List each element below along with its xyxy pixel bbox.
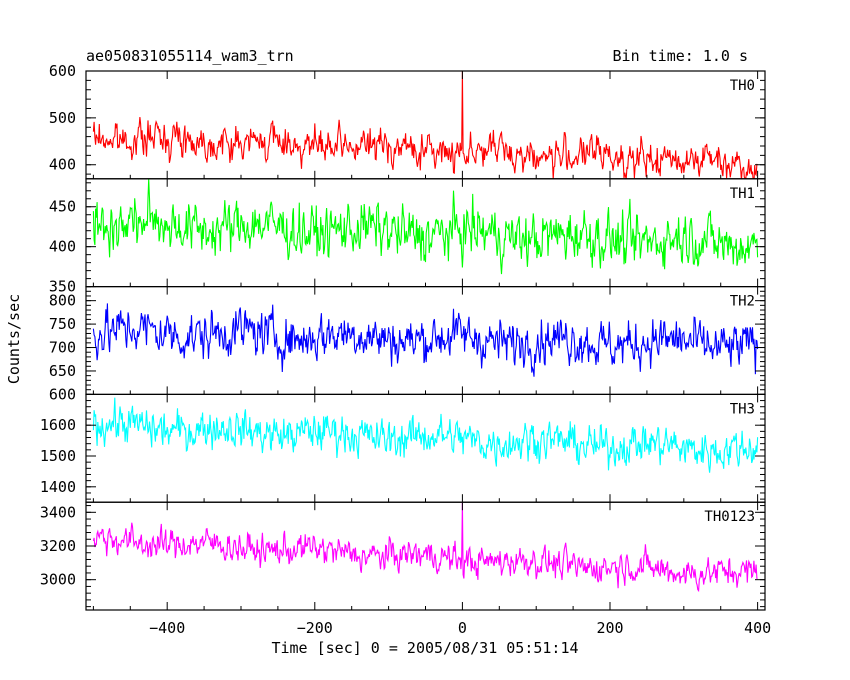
y-tick-label: 450 xyxy=(49,198,76,216)
panel-label-th0123: TH0123 xyxy=(704,509,755,525)
x-tick-label: 200 xyxy=(596,619,623,637)
y-tick-label: 1400 xyxy=(40,478,76,496)
chart-title: ae050831055114_wam3_trn xyxy=(86,47,294,65)
panel-th0: 400 500 600 TH0 xyxy=(49,62,766,180)
y-tick-label: 750 xyxy=(49,315,76,333)
x-tick-label: 0 xyxy=(458,619,467,637)
y-tick-label: 1600 xyxy=(40,416,76,434)
y-tick-label: 600 xyxy=(49,62,76,80)
x-tick-label: −400 xyxy=(149,619,185,637)
y-tick-label: 350 xyxy=(49,278,76,296)
panel-label-th1: TH1 xyxy=(730,186,755,202)
y-tick-label: 700 xyxy=(49,339,76,357)
y-tick-label: 3200 xyxy=(40,537,76,555)
y-tick-label: 650 xyxy=(49,362,76,380)
series-line-th0 xyxy=(92,71,758,179)
panel-label-th2: TH2 xyxy=(730,294,755,310)
panel-label-th3: TH3 xyxy=(730,401,755,417)
x-axis-label: Time [sec] 0 = 2005/08/31 05:51:14 xyxy=(271,639,578,657)
series-line-th0123 xyxy=(92,502,758,593)
panel-th2: 600 650 700 750 800 TH2 xyxy=(49,286,766,403)
panel-th0123: 3000 3200 3400 TH0123 xyxy=(40,501,766,611)
y-tick-label: 3400 xyxy=(40,503,76,521)
panel-label-th0: TH0 xyxy=(730,78,755,94)
x-tick-label: −200 xyxy=(297,619,333,637)
y-tick-label: 1500 xyxy=(40,447,76,465)
panels: 400 500 600 TH0 350 400 450 TH1 600 650 700 750 800 T… xyxy=(40,62,766,611)
y-tick-label: 400 xyxy=(49,238,76,256)
y-tick-label: 500 xyxy=(49,109,76,127)
panel-frame-th0123 xyxy=(85,501,766,611)
y-axis-label: Counts/sec xyxy=(5,294,23,384)
bin-time-label: Bin time: 1.0 s xyxy=(613,47,748,65)
series-line-th2 xyxy=(92,303,759,377)
panel-th1: 350 400 450 TH1 xyxy=(49,178,766,296)
y-tick-label: 3000 xyxy=(40,571,76,589)
series-line-th3 xyxy=(92,397,759,473)
y-tick-label: 800 xyxy=(49,292,76,310)
y-tick-label: 400 xyxy=(49,156,76,174)
x-tick-label: 400 xyxy=(744,619,771,637)
series-line-th1 xyxy=(92,179,759,275)
y-tick-label: 600 xyxy=(49,385,76,403)
x-axis-ticks: −400 −200 0 200 400 xyxy=(149,619,771,637)
panel-frame-th0 xyxy=(85,70,766,180)
panel-th3: 1400 1500 1600 TH3 xyxy=(40,393,766,503)
